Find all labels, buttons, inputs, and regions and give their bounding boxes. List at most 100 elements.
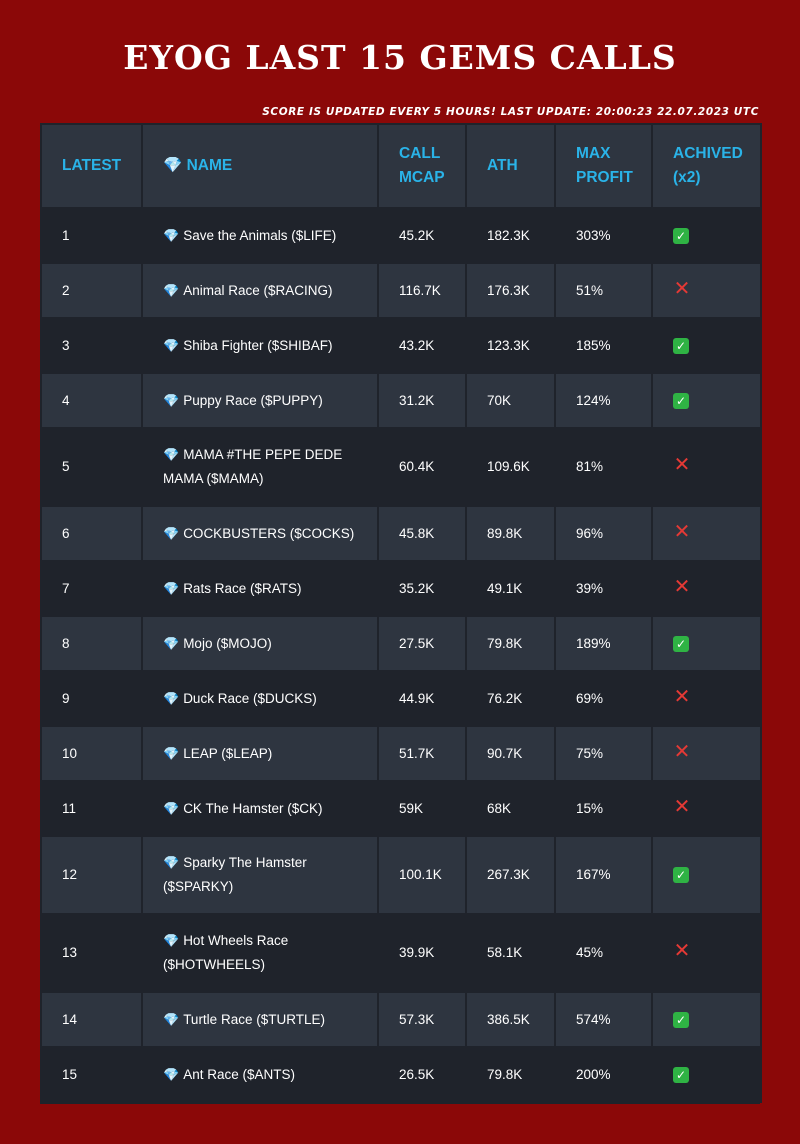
table-row: 1 💎 Save the Animals ($LIFE) 45.2K 182.3K 303… xyxy=(40,207,762,264)
token-name: ($SPARKY) xyxy=(163,879,234,894)
cell-max-profit: 124% xyxy=(554,372,653,429)
cell-ath: 109.6K xyxy=(465,427,556,507)
cell-call-mcap: 116.7K xyxy=(377,262,467,319)
cell-call-mcap: 39.9K xyxy=(377,913,467,993)
token-name: Animal Race ($RACING) xyxy=(183,282,333,298)
gem-icon: 💎 xyxy=(163,1011,180,1027)
gem-icon: 💎 xyxy=(163,933,180,948)
cross-mark-icon: ✕ xyxy=(673,685,691,708)
cell-achived: ✕ xyxy=(651,725,762,782)
cell-call-mcap: 45.2K xyxy=(377,207,467,264)
cell-max-profit: 303% xyxy=(554,207,653,264)
cross-mark-icon: ✕ xyxy=(673,277,691,300)
cell-achived: ✓ xyxy=(651,615,762,672)
table-body: 1 💎 Save the Animals ($LIFE) 45.2K 182.3K 303… xyxy=(40,207,762,1103)
cell-achived: ✓ xyxy=(651,372,762,429)
column-header-ath: ATH xyxy=(465,123,556,209)
cell-max-profit: 185% xyxy=(554,317,653,374)
gem-icon: 💎 xyxy=(163,282,180,298)
gem-icon: 💎 xyxy=(163,447,180,462)
last-update-note: SCORE IS UPDATED EVERY 5 HOURS! LAST UPD… xyxy=(262,106,759,118)
token-name: CK The Hamster ($CK) xyxy=(183,800,323,816)
table-row: 15 💎 Ant Race ($ANTS) 26.5K 79.8K 200% ✓ xyxy=(40,1046,762,1103)
token-name: Duck Race ($DUCKS) xyxy=(183,690,317,706)
token-name: MAMA ($MAMA) xyxy=(163,471,264,486)
token-name: Turtle Race ($TURTLE) xyxy=(183,1011,325,1027)
token-name: Shiba Fighter ($SHIBAF) xyxy=(183,337,333,353)
cell-ath: 176.3K xyxy=(465,262,556,319)
token-name: LEAP ($LEAP) xyxy=(183,745,273,761)
gem-icon: 💎 xyxy=(163,745,180,761)
gem-icon: 💎 xyxy=(163,580,180,596)
cell-latest: 7 xyxy=(40,560,143,617)
token-name: COCKBUSTERS ($COCKS) xyxy=(183,525,355,541)
cell-call-mcap: 60.4K xyxy=(377,427,467,507)
token-name: MAMA #THE PEPE DEDE xyxy=(183,447,343,462)
cross-mark-icon: ✕ xyxy=(673,454,691,476)
cell-call-mcap: 27.5K xyxy=(377,615,467,672)
gem-icon: 💎 xyxy=(163,227,180,243)
table-row: 8 💎 Mojo ($MOJO) 27.5K 79.8K 189% ✓ xyxy=(40,615,762,672)
page-title: EYOG LAST 15 GEMS CALLS xyxy=(123,38,677,77)
table-row: 12 💎 Sparky The Hamster ($SPARKY) 100.1K 267.… xyxy=(40,835,762,915)
cross-mark-icon: ✕ xyxy=(673,795,691,818)
table-row: 14 💎 Turtle Race ($TURTLE) 57.3K 386.5K 574% ✓ xyxy=(40,991,762,1048)
token-name: Ant Race ($ANTS) xyxy=(183,1066,295,1082)
cell-ath: 49.1K xyxy=(465,560,556,617)
cell-ath: 68K xyxy=(465,780,556,837)
cell-latest: 15 xyxy=(40,1046,143,1103)
cross-mark-icon: ✕ xyxy=(673,575,691,598)
cell-name: 💎 Sparky The Hamster ($SPARKY) xyxy=(141,835,379,915)
cell-latest: 9 xyxy=(40,670,143,727)
check-mark-icon: ✓ xyxy=(673,1011,689,1028)
table-header-row: LATEST 💎 NAME CALL MCAP ATH MAX PROFIT xyxy=(40,123,762,209)
cell-achived: ✕ xyxy=(651,505,762,562)
cell-achived: ✓ xyxy=(651,1046,762,1103)
cell-achived: ✕ xyxy=(651,560,762,617)
cell-call-mcap: 26.5K xyxy=(377,1046,467,1103)
cell-call-mcap: 45.8K xyxy=(377,505,467,562)
cell-name: 💎 Turtle Race ($TURTLE) xyxy=(141,991,379,1048)
cell-call-mcap: 31.2K xyxy=(377,372,467,429)
table-row: 6 💎 COCKBUSTERS ($COCKS) 45.8K 89.8K 96% ✕ xyxy=(40,505,762,562)
token-name: Mojo ($MOJO) xyxy=(183,635,272,651)
cell-ath: 79.8K xyxy=(465,615,556,672)
table-row: 11 💎 CK The Hamster ($CK) 59K 68K 15% ✕ xyxy=(40,780,762,837)
gem-icon: 💎 xyxy=(163,392,180,408)
table-row: 13 💎 Hot Wheels Race ($HOTWHEELS) 39.9K 58.1K… xyxy=(40,913,762,993)
cell-latest: 3 xyxy=(40,317,143,374)
cell-latest: 4 xyxy=(40,372,143,429)
cell-max-profit: 96% xyxy=(554,505,653,562)
cell-achived: ✓ xyxy=(651,991,762,1048)
table-row: 7 💎 Rats Race ($RATS) 35.2K 49.1K 39% ✕ xyxy=(40,560,762,617)
cell-achived: ✕ xyxy=(651,262,762,319)
cell-max-profit: 69% xyxy=(554,670,653,727)
cell-max-profit: 189% xyxy=(554,615,653,672)
cell-achived: ✕ xyxy=(651,780,762,837)
cell-ath: 76.2K xyxy=(465,670,556,727)
table-row: 10 💎 LEAP ($LEAP) 51.7K 90.7K 75% ✕ xyxy=(40,725,762,782)
cell-max-profit: 167% xyxy=(554,835,653,915)
token-name: Rats Race ($RATS) xyxy=(183,580,302,596)
cell-latest: 2 xyxy=(40,262,143,319)
cell-ath: 123.3K xyxy=(465,317,556,374)
cell-achived: ✕ xyxy=(651,670,762,727)
cell-latest: 14 xyxy=(40,991,143,1048)
token-name: Hot Wheels Race xyxy=(183,933,289,948)
cell-call-mcap: 51.7K xyxy=(377,725,467,782)
cell-call-mcap: 59K xyxy=(377,780,467,837)
cell-max-profit: 574% xyxy=(554,991,653,1048)
cell-latest: 10 xyxy=(40,725,143,782)
gems-calls-table: LATEST 💎 NAME CALL MCAP ATH MAX PROFIT xyxy=(40,123,762,1103)
gem-icon: 💎 xyxy=(163,1066,180,1082)
check-mark-icon: ✓ xyxy=(673,635,689,652)
gem-icon: 💎 xyxy=(163,337,180,353)
check-mark-icon: ✓ xyxy=(673,867,689,883)
cell-call-mcap: 44.9K xyxy=(377,670,467,727)
cell-name: 💎 Hot Wheels Race ($HOTWHEELS) xyxy=(141,913,379,993)
cell-name: 💎 Animal Race ($RACING) xyxy=(141,262,379,319)
cell-name: 💎 Ant Race ($ANTS) xyxy=(141,1046,379,1103)
column-header-achived: ACHIVED (x2) xyxy=(651,123,762,209)
gem-icon: 💎 xyxy=(163,690,180,706)
cell-name: 💎 Rats Race ($RATS) xyxy=(141,560,379,617)
